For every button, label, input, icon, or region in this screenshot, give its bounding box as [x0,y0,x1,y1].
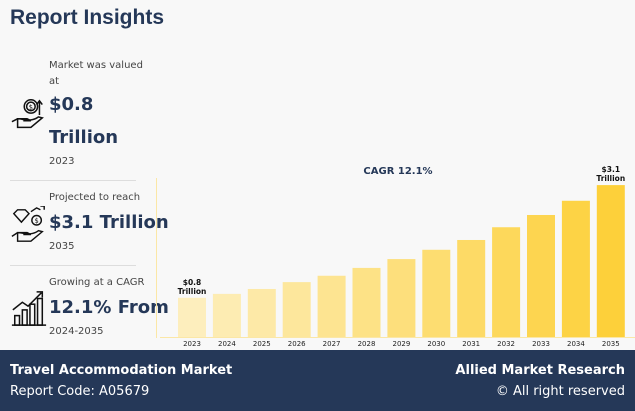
money-hand-icon: $ [11,99,44,129]
stat-label-cont: at [49,76,60,87]
stat-year: 2023 [49,156,75,167]
stat-value-unit: Trillion [49,127,119,148]
data-label: $0.8 [183,278,202,287]
bar-2025 [247,288,276,337]
data-label: Trillion [596,174,625,183]
diamond-hand-icon: $ [11,206,45,242]
bar-2034 [561,200,590,337]
x-tick-label: 2032 [497,340,515,348]
bar-2027 [317,275,346,337]
stat-value: $3.1 Trillion [49,212,169,233]
chart-title: CAGR 12.1% [363,166,432,177]
x-tick-label: 2028 [358,340,376,348]
stat-label: Market was valued [49,60,143,71]
market-name: Travel Accommodation Market [10,363,233,378]
x-tick-label: 2024 [218,340,236,348]
stat-label: Growing at a CAGR [49,277,145,288]
bar-2031 [457,239,486,337]
bar-2023 [178,297,206,337]
bar-2035 [596,185,625,337]
bar-2030 [422,249,451,337]
bar-2033 [527,214,555,337]
stat-value: $0.8 [49,94,94,115]
x-tick-label: 2029 [392,340,410,348]
bar-2026 [282,282,311,337]
x-tick-label: 2025 [253,340,271,348]
stat-projection: $ Projected to reach $3.1 Trillion 2035 [10,190,169,260]
x-tick-label: 2034 [567,340,585,348]
page-title: Report Insights [10,6,165,29]
x-tick-label: 2023 [183,340,201,348]
growth-chart-icon [11,291,47,326]
svg-text:$: $ [34,217,38,225]
stat-year: 2024-2035 [49,326,104,337]
bar-2024 [212,293,241,337]
x-tick-label: 2035 [602,340,620,348]
stat-year: 2035 [49,241,75,252]
divider [10,265,136,266]
x-tick-label: 2031 [462,340,480,348]
chart-border [156,178,157,338]
divider [10,180,136,181]
bar-chart: CAGR 12.1% 2023 2024 2025 2026 2027 2028 2029 2… [160,165,635,348]
stat-market-value: $ Market was valued at $0.8 Trillion 202… [10,58,143,173]
x-tick-label: 2026 [288,340,306,348]
copyright: © All right reserved [495,384,625,399]
x-tick-label: 2030 [427,340,445,348]
brand-name: Allied Market Research [455,363,625,378]
x-tick-label: 2027 [323,340,341,348]
bar-2029 [387,259,416,337]
data-label: $3.1 [602,165,621,174]
stat-label: Projected to reach [49,192,141,203]
stat-value: 12.1% From [49,297,169,318]
bar-2028 [352,267,381,337]
svg-text:$: $ [29,103,33,111]
data-label: Trillion [178,287,207,296]
footer: Travel Accommodation Market Report Code:… [0,350,635,411]
report-code: Report Code: A05679 [10,384,150,399]
stat-cagr: Growing at a CAGR 12.1% From 2024-2035 [10,275,169,345]
x-tick-label: 2033 [532,340,550,348]
bar-2032 [492,227,521,337]
